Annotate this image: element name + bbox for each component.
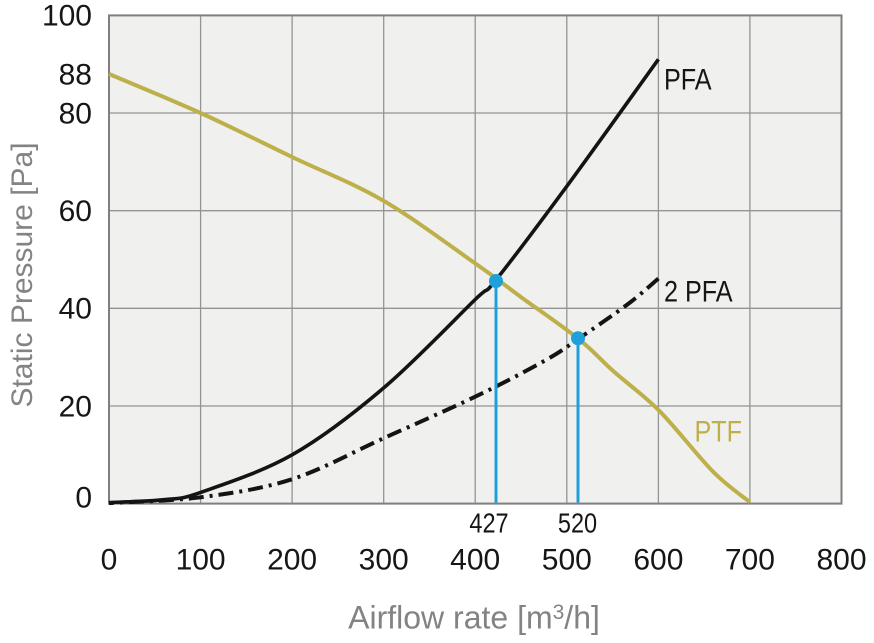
svg-text:520: 520	[558, 509, 597, 539]
svg-text:40: 40	[59, 293, 92, 326]
svg-text:80: 80	[59, 97, 92, 130]
svg-text:400: 400	[450, 544, 500, 577]
svg-text:60: 60	[59, 195, 92, 228]
svg-text:500: 500	[542, 544, 592, 577]
svg-text:100: 100	[176, 544, 226, 577]
svg-text:300: 300	[359, 544, 409, 577]
svg-text:Static Pressure [Pa]: Static Pressure [Pa]	[6, 142, 39, 407]
svg-text:0: 0	[101, 544, 118, 577]
svg-text:100: 100	[42, 0, 92, 33]
svg-text:700: 700	[725, 544, 775, 577]
svg-text:Airflow rate [m3/h]: Airflow rate [m3/h]	[348, 600, 600, 636]
svg-text:200: 200	[267, 544, 317, 577]
svg-text:427: 427	[469, 509, 508, 539]
svg-text:0: 0	[75, 481, 92, 514]
svg-text:PTF: PTF	[695, 414, 743, 448]
svg-text:800: 800	[816, 544, 866, 577]
svg-text:PFA: PFA	[664, 62, 712, 96]
svg-text:88: 88	[59, 58, 92, 91]
svg-text:2 PFA: 2 PFA	[664, 274, 733, 308]
svg-text:600: 600	[633, 544, 683, 577]
svg-text:20: 20	[59, 390, 92, 423]
